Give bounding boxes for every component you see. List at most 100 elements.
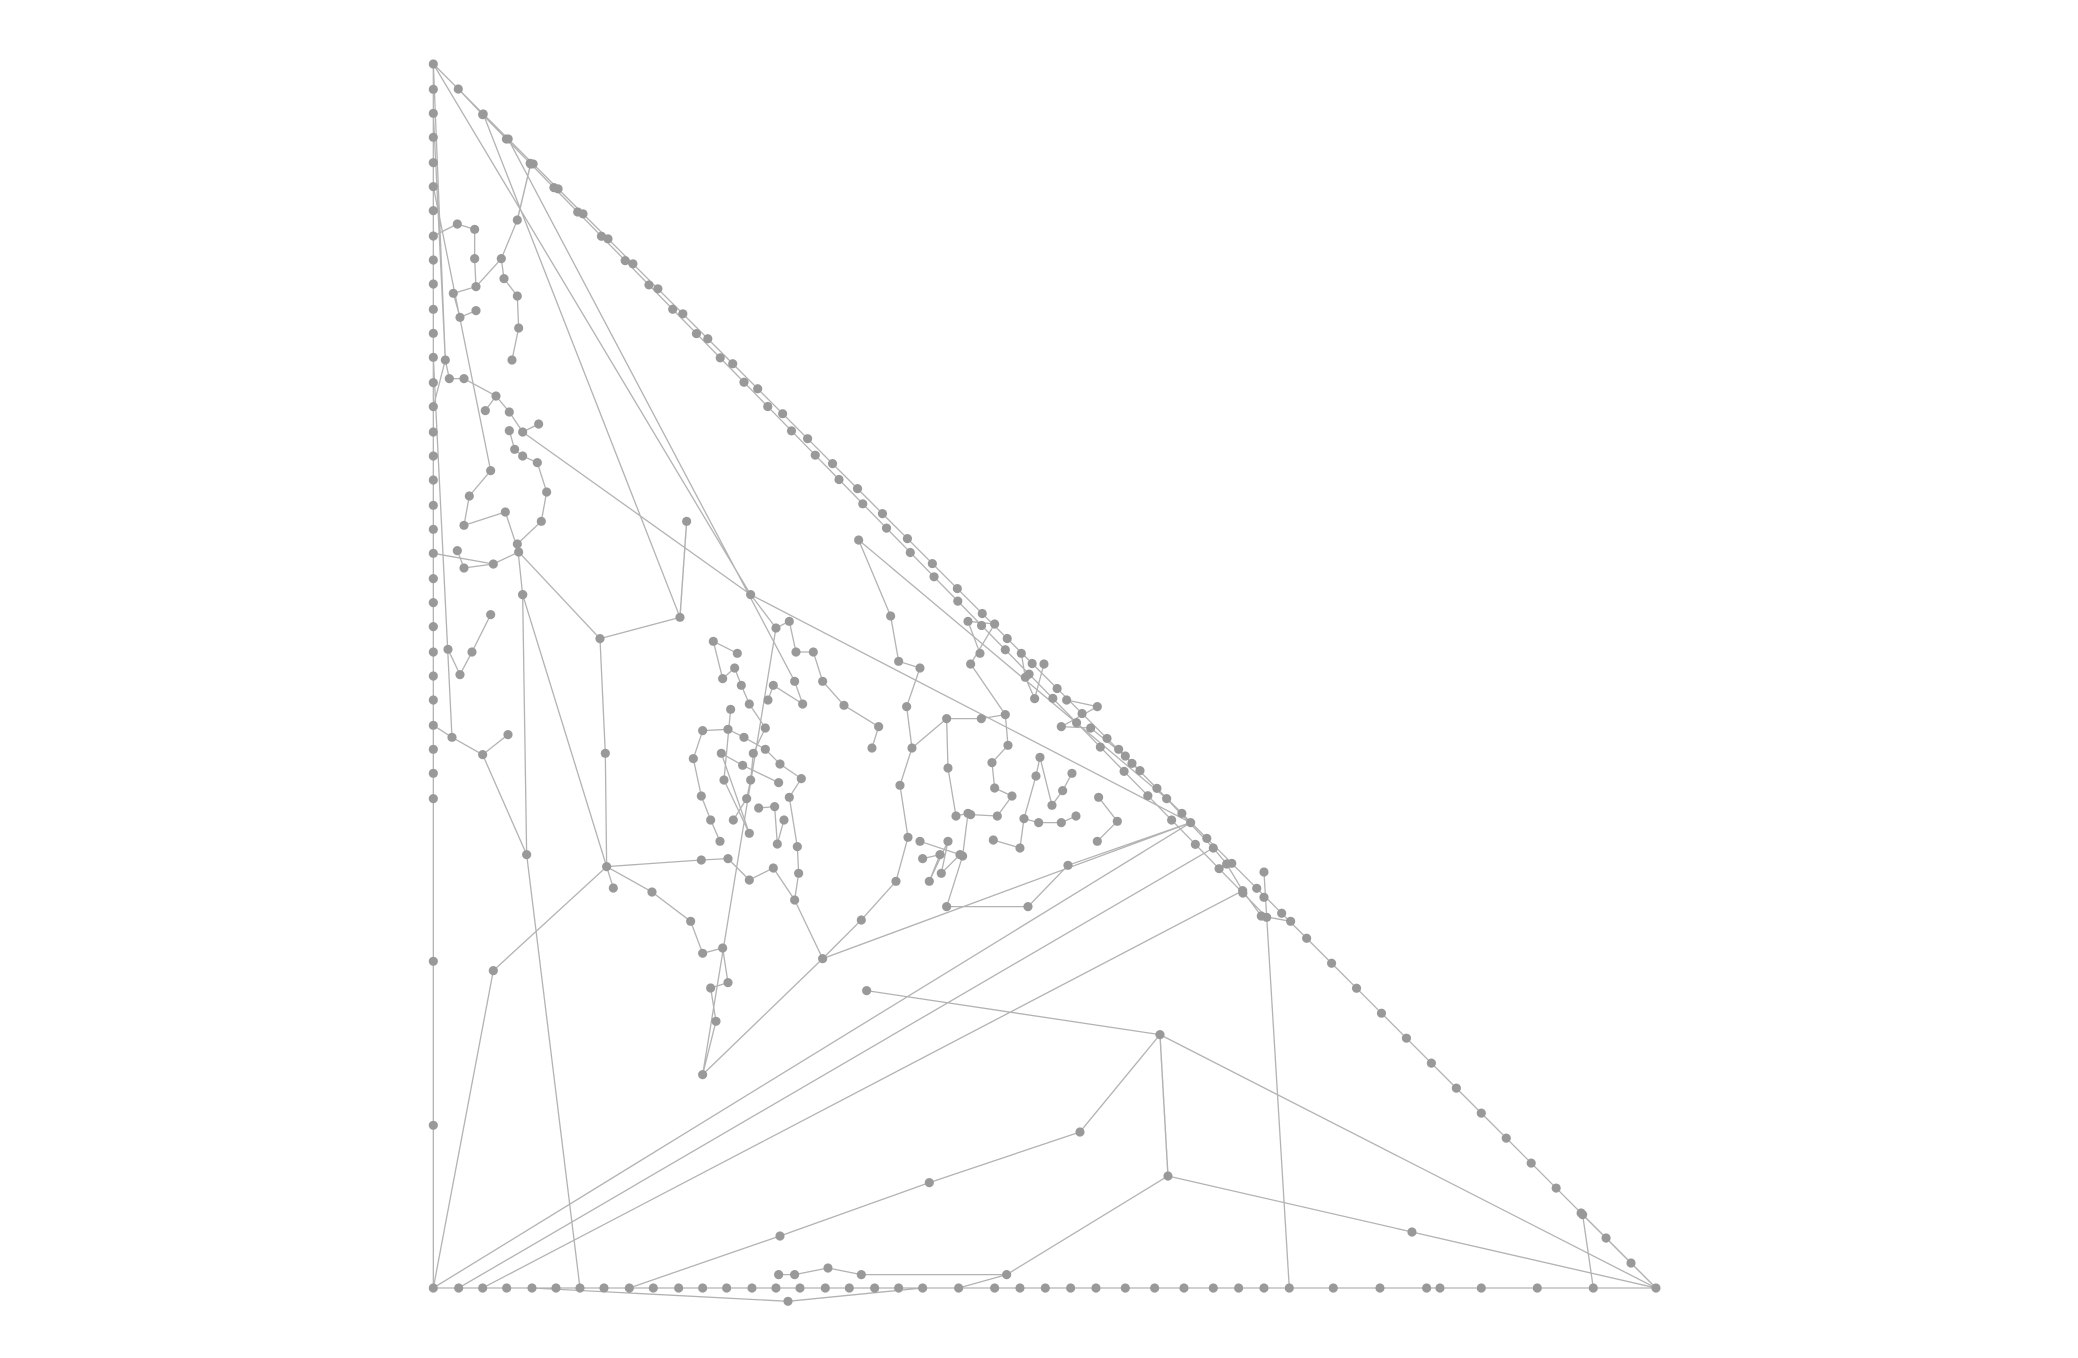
graph-node [711, 1016, 721, 1026]
graph-edge [1455, 1087, 1482, 1114]
graph-node [470, 224, 480, 234]
graph-node [1238, 886, 1248, 896]
graph-edge [432, 357, 453, 738]
graph-node [428, 158, 438, 168]
graph-node [575, 1283, 585, 1293]
graph-edge [482, 113, 509, 140]
graph-edge [1147, 795, 1173, 821]
graph-edge [518, 551, 601, 640]
graph-edge [858, 539, 1168, 800]
graph-node [943, 836, 953, 846]
graph-edge [482, 754, 528, 855]
graph-node [977, 608, 987, 619]
graph-node [428, 598, 438, 608]
graph-edge [531, 1287, 789, 1302]
graph-edge [723, 709, 732, 781]
graph-edge [657, 288, 684, 315]
graph-node [763, 401, 773, 412]
graph-node [428, 475, 438, 485]
graph-node [1094, 792, 1104, 802]
graph-edge [696, 333, 721, 359]
graph-node [1190, 839, 1200, 849]
graph-edge [919, 840, 961, 856]
graph-node [452, 219, 462, 229]
graph-node [834, 474, 844, 485]
graph-node [774, 1270, 784, 1280]
graph-node [428, 574, 438, 584]
graph-node [1120, 1283, 1130, 1293]
graph-node [1000, 710, 1010, 720]
graph-node [1075, 1127, 1085, 1137]
graph-node [499, 274, 509, 284]
graph-edge [899, 747, 913, 786]
graph-edge [457, 88, 484, 116]
graph-node [1020, 672, 1030, 682]
graph-node [1155, 1030, 1165, 1040]
graph-node [976, 620, 987, 631]
graph-node [742, 794, 752, 804]
graph-node [459, 563, 469, 573]
graph-edge [468, 470, 492, 497]
graph-node [1476, 1108, 1486, 1118]
graph-node [902, 533, 913, 544]
graph-edge [1581, 1214, 1594, 1289]
graph-node [844, 1283, 854, 1293]
graph-edge [432, 970, 494, 1289]
graph-node [894, 656, 904, 666]
graph-node [522, 850, 532, 860]
graph-node [791, 647, 801, 657]
graph-edge [1181, 812, 1208, 839]
graph-node [1375, 1283, 1385, 1293]
graph-node [810, 450, 820, 460]
graph-node [1015, 843, 1025, 853]
graph-edge [516, 295, 520, 329]
graph-node [504, 426, 514, 436]
graph-node [428, 671, 438, 681]
graph-node [1086, 723, 1096, 733]
graph-node [874, 722, 884, 732]
graph-node [428, 352, 438, 362]
graph-edge [1555, 1187, 1582, 1214]
graph-node [428, 768, 438, 778]
graph-node [428, 402, 438, 412]
graph-edge [1004, 714, 1009, 746]
graph-node [1039, 659, 1049, 669]
graph-node [1162, 794, 1172, 804]
graph-node [478, 1283, 488, 1293]
graph-node [428, 206, 438, 216]
graph-edge [463, 378, 497, 397]
graph-edge [482, 890, 1243, 1289]
graph-edge [432, 186, 492, 471]
graph-node [953, 596, 963, 606]
graph-edge [838, 479, 864, 505]
graph-node [428, 378, 438, 388]
graph-node [455, 670, 465, 680]
graph-node [1163, 1171, 1173, 1181]
graph-node [784, 616, 794, 626]
graph-node [719, 775, 729, 785]
graph-node [518, 590, 528, 600]
graph-node [739, 732, 749, 742]
graph-edge [958, 1274, 1007, 1289]
graph-node [1186, 818, 1196, 828]
graph-edge [447, 649, 461, 675]
graph-edge [750, 594, 777, 629]
graph-node [644, 280, 654, 290]
graph-node [858, 499, 868, 509]
graph-node [794, 868, 804, 878]
graph-node [453, 84, 463, 94]
graph-edge [1480, 1112, 1507, 1139]
graph-node [790, 895, 800, 905]
graph-node [915, 836, 925, 846]
graph-node [595, 634, 605, 644]
graph-node [1202, 833, 1212, 843]
graph-node [428, 744, 438, 754]
graph-edge [1263, 871, 1290, 1289]
graph-node [551, 1283, 561, 1293]
graph-edge [458, 847, 1214, 1289]
graph-node [975, 648, 985, 658]
graph-edge [1006, 1175, 1169, 1276]
graph-node [698, 1070, 708, 1080]
graph-edge [822, 822, 1191, 960]
